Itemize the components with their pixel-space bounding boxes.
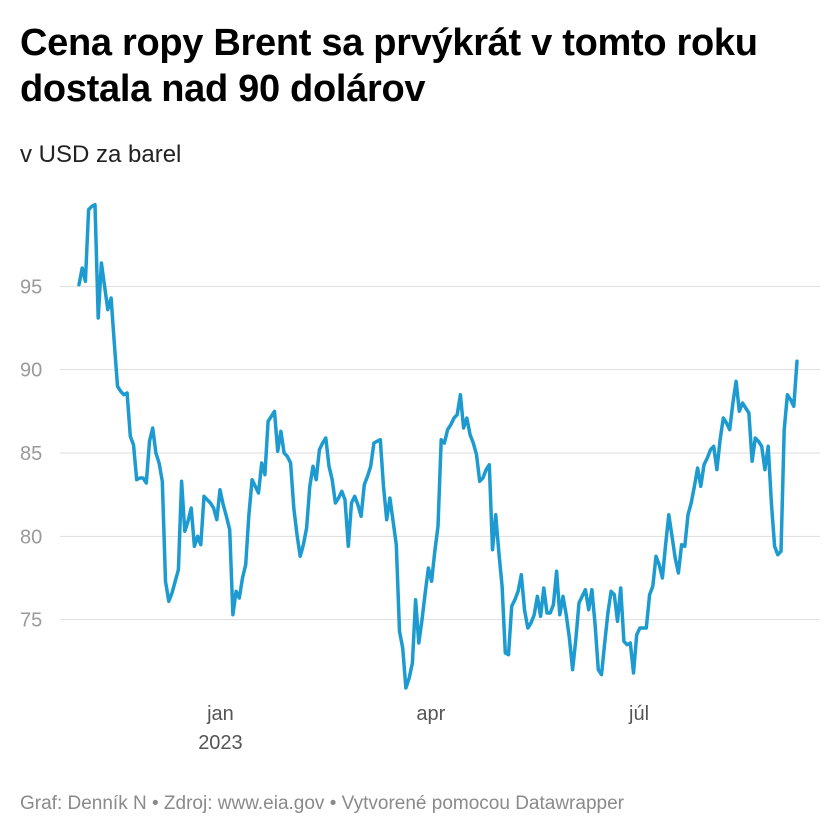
x-tick-sublabel: 2023	[198, 732, 243, 754]
chart-footer: Graf: Denník N • Zdroj: www.eia.gov • Vy…	[20, 793, 624, 814]
y-tick-labels: 75 80 85 90 95	[20, 276, 42, 631]
y-tick-label: 75	[20, 610, 42, 632]
y-tick-label: 80	[20, 526, 42, 548]
y-tick-label: 90	[20, 360, 42, 382]
x-tick-label: jan	[206, 703, 234, 725]
series-layer	[77, 202, 799, 690]
grid-layer	[60, 285, 820, 621]
x-tick-label: júl	[628, 703, 649, 725]
y-tick-label: 95	[20, 276, 42, 298]
x-tick-label: apr	[416, 703, 445, 725]
chart-title: Cena ropy Brent sa prvýkrát v tomto roku…	[20, 22, 758, 110]
series-line-brent	[77, 202, 799, 690]
chart-subtitle: v USD za barel	[20, 141, 182, 168]
y-tick-label: 85	[20, 443, 42, 465]
x-tick-labels: jan 2023 apr júl	[198, 703, 649, 754]
